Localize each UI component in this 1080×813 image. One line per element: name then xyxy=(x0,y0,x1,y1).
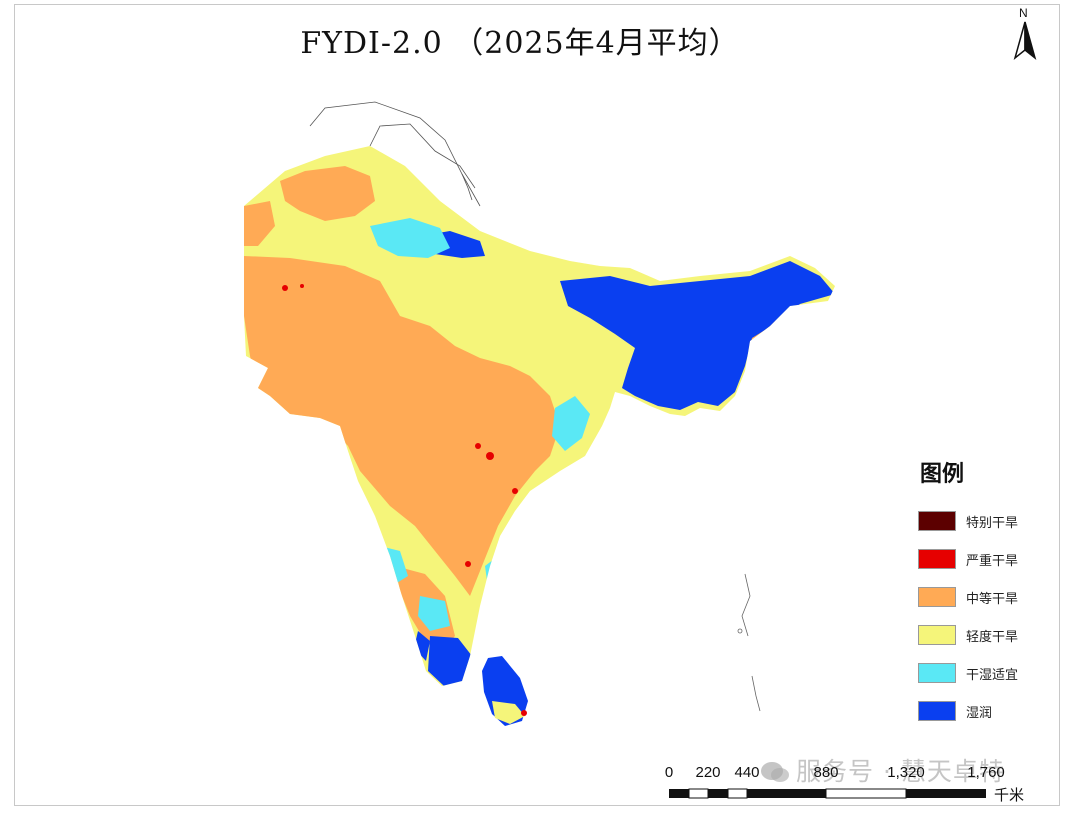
legend-swatch xyxy=(918,663,956,683)
legend-swatch xyxy=(918,587,956,607)
wechat-icon xyxy=(761,762,789,782)
map-title: FYDI-2.0 （2025年4月平均） xyxy=(300,26,740,61)
legend-title: 图例 xyxy=(920,462,965,487)
legend-item: 严重干旱 xyxy=(910,540,1050,578)
scale-bar-segments xyxy=(669,788,986,799)
islands-outline xyxy=(737,573,761,712)
legend-item: 轻度干旱 xyxy=(910,616,1050,654)
watermark: 服务号 · 慧天卓特 xyxy=(760,752,1005,788)
legend-item: 特别干旱 xyxy=(910,502,1050,540)
legend-item: 干湿适宜 xyxy=(910,654,1050,692)
legend-label: 严重干旱 xyxy=(966,553,1019,569)
scale-tick-label: 0 xyxy=(664,764,674,781)
map-border-lines xyxy=(309,101,481,207)
legend-swatch xyxy=(918,549,956,569)
legend-label: 干湿适宜 xyxy=(966,667,1019,683)
legend-label: 轻度干旱 xyxy=(966,629,1019,645)
scale-tick-label: 880 xyxy=(813,764,839,781)
legend-item: 湿润 xyxy=(910,692,1050,730)
legend-swatch xyxy=(918,701,956,721)
region-severe-drought xyxy=(282,284,518,567)
scale-tick-label: 1,760 xyxy=(967,764,1005,781)
north-label: N xyxy=(1019,6,1028,20)
scale-bar: 0 220 440 880 1,320 1,760 千米 xyxy=(660,764,1060,804)
legend-swatch xyxy=(918,625,956,645)
scale-tick-label: 440 xyxy=(734,764,760,781)
legend-label: 湿润 xyxy=(966,705,993,721)
legend-label: 中等干旱 xyxy=(966,591,1019,607)
map-frame xyxy=(14,4,1060,806)
north-arrow: N xyxy=(1010,6,1040,64)
watermark-text: 服务号 · 慧天卓特 xyxy=(796,757,1005,786)
scale-tick-label: 1,320 xyxy=(887,764,925,781)
legend-swatch xyxy=(918,511,956,531)
drought-map xyxy=(244,101,835,726)
scale-tick-label: 220 xyxy=(695,764,721,781)
sri-lanka xyxy=(482,656,528,726)
legend-item: 中等干旱 xyxy=(910,578,1050,616)
north-arrow-icon xyxy=(1013,21,1037,61)
scale-unit: 千米 xyxy=(994,786,1025,804)
legend: 图例 特别干旱 严重干旱 中等干旱 轻度干旱 干湿适宜 湿润 xyxy=(910,456,1050,730)
legend-label: 特别干旱 xyxy=(966,515,1019,531)
